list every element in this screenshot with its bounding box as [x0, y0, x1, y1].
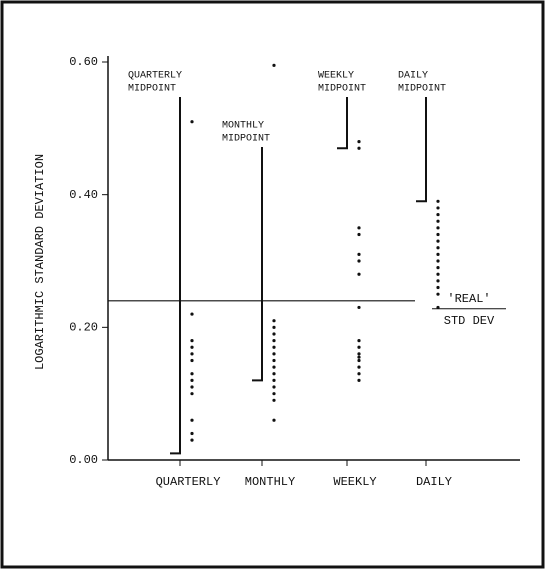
data-point — [272, 372, 276, 376]
data-point — [190, 418, 194, 422]
reference-label: STD DEV — [444, 314, 495, 328]
data-point — [272, 398, 276, 402]
data-point — [357, 272, 361, 276]
data-point — [190, 120, 194, 124]
data-point — [436, 206, 440, 210]
data-point — [357, 372, 361, 376]
midpoint-label: MIDPOINT — [318, 84, 366, 95]
data-point — [190, 431, 194, 436]
data-point — [357, 259, 361, 263]
data-point — [436, 232, 440, 237]
data-point — [357, 146, 361, 150]
data-point — [272, 319, 276, 323]
data-point — [272, 385, 276, 389]
data-point — [272, 358, 276, 363]
midpoint-label: MONTHLY — [222, 121, 264, 132]
data-point — [190, 438, 194, 442]
reference-label: 'REAL' — [447, 292, 490, 306]
x-tick-label: QUARTERLY — [156, 475, 221, 489]
x-tick-label: MONTHLY — [245, 475, 295, 489]
midpoint-marker — [170, 97, 181, 455]
x-tick-label: DAILY — [416, 475, 452, 489]
data-point — [436, 272, 440, 276]
midpoint-label: MIDPOINT — [222, 134, 270, 145]
data-point — [272, 392, 276, 396]
data-point — [190, 339, 194, 343]
x-tick-label: WEEKLY — [333, 475, 376, 489]
data-point — [436, 226, 440, 230]
data-point — [357, 252, 361, 256]
data-point — [272, 352, 276, 356]
y-axis-label: LOGARITHMIC STANDARD DEVIATION — [33, 154, 47, 370]
data-point — [190, 385, 194, 389]
midpoint-label: MIDPOINT — [398, 84, 446, 95]
midpoint-marker — [252, 147, 263, 382]
data-point — [436, 252, 440, 256]
midpoint-label: QUARTERLY — [128, 71, 182, 82]
data-point — [272, 345, 276, 349]
data-point — [190, 312, 194, 316]
data-point — [272, 332, 276, 336]
midpoint-label: DAILY — [398, 71, 428, 82]
data-point — [190, 352, 194, 356]
data-point — [357, 378, 361, 382]
y-tick-label: 0.00 — [69, 453, 98, 467]
data-point — [436, 285, 440, 290]
midpoint-label: WEEKLY — [318, 71, 354, 82]
data-point — [190, 372, 194, 376]
data-point — [436, 212, 440, 217]
data-point — [190, 345, 194, 349]
data-point — [272, 325, 276, 329]
data-point — [357, 352, 361, 356]
data-point — [357, 358, 361, 363]
data-point — [436, 246, 440, 250]
data-point — [272, 339, 276, 343]
data-point — [436, 259, 440, 263]
data-point — [436, 199, 440, 203]
data-point — [272, 365, 276, 369]
data-point — [357, 365, 361, 369]
data-point — [436, 279, 440, 283]
midpoint-label: MIDPOINT — [128, 84, 176, 95]
data-point — [357, 226, 361, 230]
data-point — [436, 292, 440, 296]
data-point — [190, 392, 194, 396]
y-tick-label: 0.20 — [69, 321, 98, 335]
data-point — [436, 305, 440, 310]
midpoint-marker — [416, 97, 427, 203]
data-point — [357, 345, 361, 349]
data-point — [436, 266, 440, 270]
data-point — [436, 219, 440, 223]
data-point — [190, 358, 194, 363]
data-point — [357, 339, 361, 343]
data-point — [357, 355, 361, 359]
data-point — [272, 418, 276, 422]
y-tick-label: 0.60 — [69, 55, 98, 69]
data-point — [357, 305, 361, 310]
data-point — [272, 378, 276, 382]
data-point — [272, 63, 276, 67]
data-point — [190, 378, 194, 382]
data-point — [357, 140, 361, 144]
midpoint-marker — [337, 97, 348, 150]
data-point — [436, 239, 440, 243]
y-tick-label: 0.40 — [69, 188, 98, 202]
data-point — [357, 232, 361, 237]
